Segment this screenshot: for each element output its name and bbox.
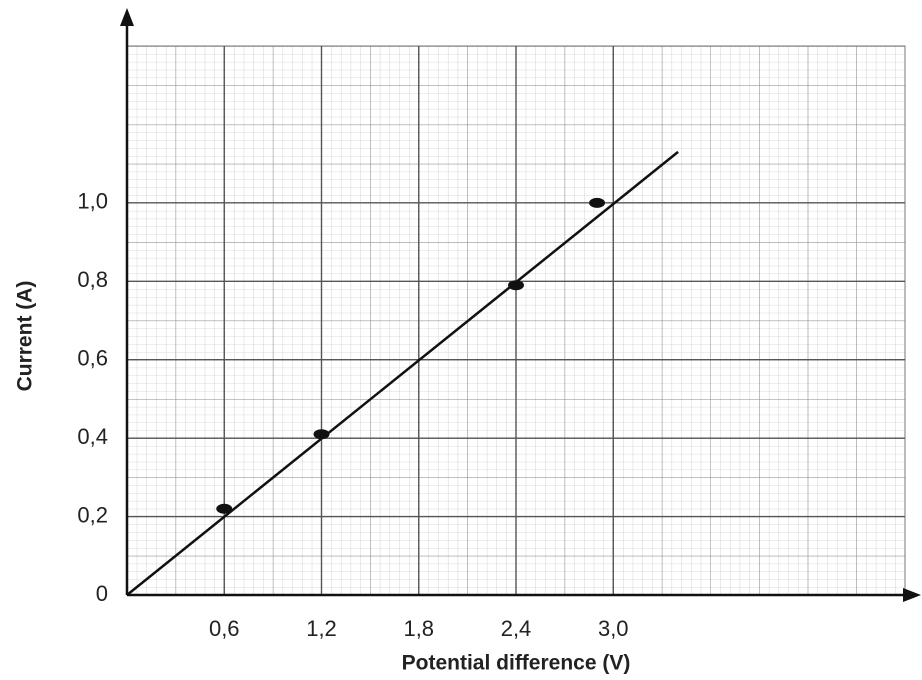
data-point	[589, 197, 606, 208]
y-axis-title: Current (A)	[14, 281, 37, 392]
y-tick-label: 0,6	[77, 346, 108, 371]
grid	[127, 46, 905, 596]
data-point	[508, 280, 524, 291]
x-tick-label: 2,4	[501, 616, 532, 641]
best-fit-line	[126, 150, 679, 596]
x-axis-title: Potential difference (V)	[402, 652, 631, 675]
x-tick-label: 1,8	[403, 616, 434, 641]
y-tick-label: 0	[96, 581, 108, 606]
y-tick-label: 0,2	[77, 502, 108, 527]
y-tick-label: 0,4	[77, 424, 108, 449]
x-tick-label: 3,0	[598, 616, 629, 641]
data-point	[216, 503, 233, 514]
y-tick-label: 0,8	[77, 267, 108, 292]
y-axis-arrow	[120, 8, 134, 26]
y-tick-label: 1,0	[77, 189, 108, 214]
x-tick-label: 0,6	[209, 616, 240, 641]
x-tick-label: 1,2	[306, 616, 337, 641]
x-axis-arrow	[903, 588, 921, 602]
